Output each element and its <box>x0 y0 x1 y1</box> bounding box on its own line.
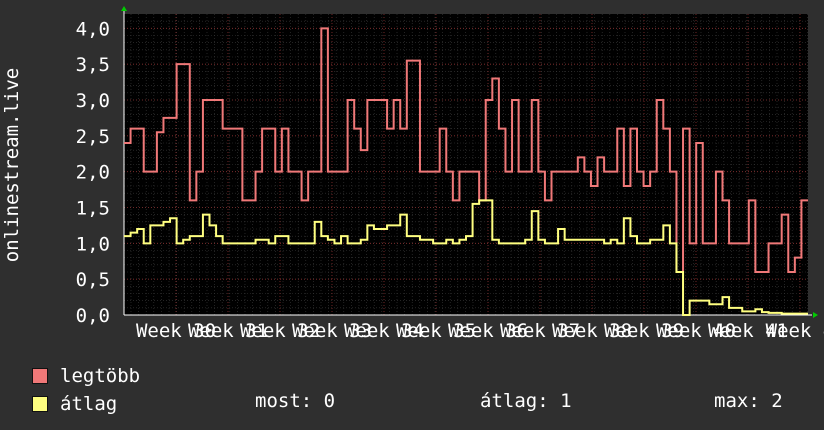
series-line-atlag <box>124 199 808 316</box>
x-tick-label: Week 36 <box>448 320 528 340</box>
stat-max: max: 2 <box>714 390 783 412</box>
y-axis-label: onlinestream.live <box>1 68 23 262</box>
y-tick-label: 3,5 <box>76 54 110 76</box>
stat-current: most: 0 <box>255 390 336 412</box>
y-tick-labels: 0,0 0,5 1,0 1,5 2,0 2,5 3,0 3,5 4,0 <box>76 18 110 327</box>
y-tick-label: 2,0 <box>76 162 110 184</box>
y-tick-label: 1,5 <box>76 198 110 220</box>
x-tick-label: Week 33 <box>292 320 372 340</box>
x-tick-label: Week 34 <box>344 320 424 340</box>
y-axis-arrow <box>121 6 127 11</box>
x-tick-label: Week 37 <box>500 320 580 340</box>
y-tick-label: 3,0 <box>76 90 110 112</box>
x-tick-label: Week 4 <box>766 320 824 340</box>
stat-average: átlag: 1 <box>480 390 572 412</box>
axes <box>121 6 818 318</box>
x-tick-label: Week 35 <box>396 320 476 340</box>
legend-item-legtobb: legtöbb <box>32 365 140 387</box>
x-tick-label: Week 38 <box>552 320 632 340</box>
y-tick-label: 1,0 <box>76 233 110 255</box>
legend-label-legtobb: legtöbb <box>60 365 141 387</box>
x-tick-label: Week 40 <box>656 320 736 340</box>
x-tick-label: Week 41 <box>708 320 788 340</box>
legend-swatch-legtobb <box>32 368 48 384</box>
x-tick-label: Week 31 <box>188 320 268 340</box>
legend-swatch-atlag <box>32 396 48 412</box>
x-tick-label: Week 32 <box>240 320 320 340</box>
legend-label-atlag: átlag <box>60 393 118 415</box>
x-axis-arrow <box>813 312 818 318</box>
line-chart: 0,00,51,01,52,02,53,03,54,0 Week 30Week … <box>1 6 824 340</box>
y-tick-label: 4,0 <box>76 18 110 40</box>
y-tick-label: 0,5 <box>76 269 110 291</box>
y-tick-label: 2,5 <box>76 126 110 148</box>
legend-item-atlag: átlag <box>32 393 117 415</box>
x-tick-label: Week 39 <box>604 320 684 340</box>
series-lines <box>124 27 808 316</box>
y-tick-label: 0,0 <box>76 305 110 327</box>
x-tick-label: Week 30 <box>136 320 216 340</box>
